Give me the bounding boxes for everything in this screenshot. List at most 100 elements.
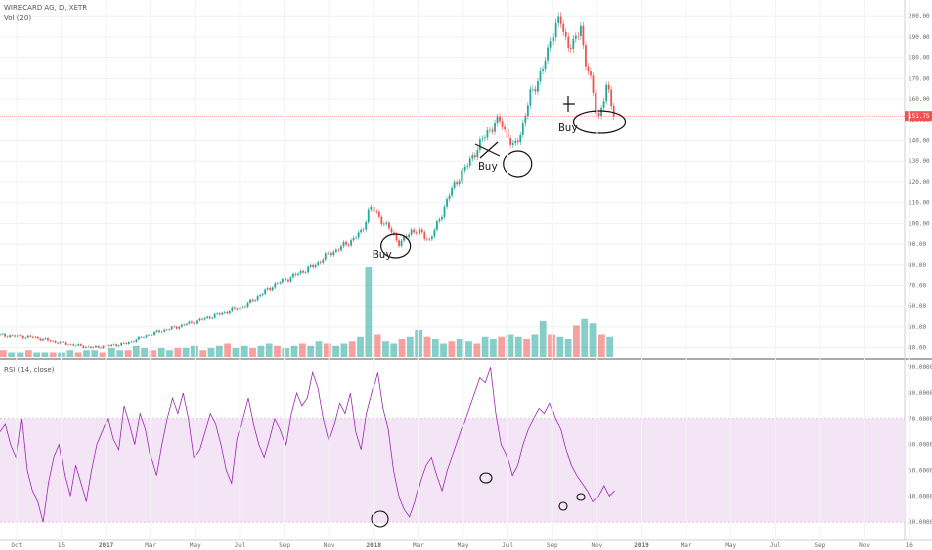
volume-bar[interactable] xyxy=(506,334,514,358)
volume-bar[interactable] xyxy=(240,345,248,357)
candle[interactable] xyxy=(430,236,433,240)
candle[interactable] xyxy=(271,287,274,291)
candle[interactable] xyxy=(213,313,216,318)
candle[interactable] xyxy=(554,22,557,38)
candle[interactable] xyxy=(484,137,486,139)
volume-bar[interactable] xyxy=(531,334,539,358)
candle[interactable] xyxy=(145,335,148,338)
candle[interactable] xyxy=(585,45,587,67)
candle[interactable] xyxy=(39,338,42,341)
volume-bar[interactable] xyxy=(149,350,157,357)
candle[interactable] xyxy=(425,238,428,240)
candle[interactable] xyxy=(97,345,100,348)
candle[interactable] xyxy=(9,335,12,338)
volume-bar[interactable] xyxy=(573,325,580,358)
volume-bar[interactable] xyxy=(564,339,572,357)
volume-bar[interactable] xyxy=(440,343,447,358)
candle[interactable] xyxy=(400,240,403,246)
candle[interactable] xyxy=(463,166,466,171)
candle[interactable] xyxy=(49,340,52,342)
volume-bar[interactable] xyxy=(257,345,265,357)
candle[interactable] xyxy=(337,249,340,251)
candle[interactable] xyxy=(375,211,378,213)
candle[interactable] xyxy=(324,253,327,260)
symbol-legend[interactable]: WIRECARD AG, D, XETR xyxy=(4,4,88,12)
candle[interactable] xyxy=(241,306,244,308)
candle[interactable] xyxy=(196,320,198,324)
candle[interactable] xyxy=(521,123,524,135)
candle[interactable] xyxy=(168,329,171,330)
candle[interactable] xyxy=(193,322,196,324)
candle[interactable] xyxy=(36,336,39,339)
candle[interactable] xyxy=(244,306,246,308)
candle[interactable] xyxy=(352,237,355,241)
candle[interactable] xyxy=(226,311,229,314)
candle[interactable] xyxy=(175,326,178,329)
volume-bar[interactable] xyxy=(431,339,439,357)
candle[interactable] xyxy=(398,240,400,246)
volume-bar[interactable] xyxy=(340,343,348,358)
candle[interactable] xyxy=(191,321,193,323)
volume-bar[interactable] xyxy=(481,336,489,357)
volume-bar[interactable] xyxy=(298,343,306,358)
volume-bar[interactable] xyxy=(498,336,506,357)
candle[interactable] xyxy=(304,272,307,273)
volume-bar[interactable] xyxy=(332,345,339,357)
volume-bar[interactable] xyxy=(83,350,90,357)
candle[interactable] xyxy=(579,25,582,36)
candle[interactable] xyxy=(428,239,431,240)
candle[interactable] xyxy=(516,140,519,143)
candle[interactable] xyxy=(534,89,537,92)
candle[interactable] xyxy=(382,223,385,225)
candle[interactable] xyxy=(423,232,426,239)
rsi-legend[interactable]: RSI (14, close) xyxy=(4,366,55,374)
candle[interactable] xyxy=(216,313,219,314)
candle[interactable] xyxy=(587,66,590,72)
candle[interactable] xyxy=(284,278,287,280)
candle[interactable] xyxy=(256,296,259,301)
candle[interactable] xyxy=(441,216,443,220)
candle[interactable] xyxy=(122,342,125,344)
candle[interactable] xyxy=(279,282,282,284)
candle[interactable] xyxy=(132,341,135,343)
candle[interactable] xyxy=(524,116,527,124)
volume-bar[interactable] xyxy=(382,341,389,357)
candle[interactable] xyxy=(491,129,494,132)
volume-bar[interactable] xyxy=(448,341,456,357)
volume-bar[interactable] xyxy=(0,350,7,357)
candle[interactable] xyxy=(77,344,80,346)
volume-bar[interactable] xyxy=(423,336,431,357)
volume-bar[interactable] xyxy=(307,345,315,357)
volume-bar[interactable] xyxy=(282,348,290,357)
candle[interactable] xyxy=(612,106,615,117)
candle[interactable] xyxy=(289,277,292,282)
candle[interactable] xyxy=(29,335,32,337)
candle[interactable] xyxy=(597,112,600,116)
candle[interactable] xyxy=(173,326,176,328)
candle[interactable] xyxy=(473,155,476,158)
volume-bar[interactable] xyxy=(116,350,124,357)
candle[interactable] xyxy=(14,335,17,337)
candle[interactable] xyxy=(355,237,358,239)
candle[interactable] xyxy=(519,134,522,143)
candle[interactable] xyxy=(582,25,585,46)
candle[interactable] xyxy=(120,342,123,346)
candle[interactable] xyxy=(26,335,29,338)
candle[interactable] xyxy=(52,340,54,342)
volume-bar[interactable] xyxy=(166,350,173,357)
candle[interactable] xyxy=(95,345,97,348)
candle[interactable] xyxy=(276,283,279,284)
candle[interactable] xyxy=(266,288,269,290)
candle[interactable] xyxy=(112,344,115,345)
candle[interactable] xyxy=(21,335,24,339)
candle[interactable] xyxy=(67,344,70,346)
volume-bar[interactable] xyxy=(207,348,215,357)
candle[interactable] xyxy=(350,240,352,246)
candle[interactable] xyxy=(127,342,130,344)
candle[interactable] xyxy=(486,130,489,138)
candle[interactable] xyxy=(153,331,155,336)
candle[interactable] xyxy=(54,340,57,343)
candle[interactable] xyxy=(4,333,6,337)
